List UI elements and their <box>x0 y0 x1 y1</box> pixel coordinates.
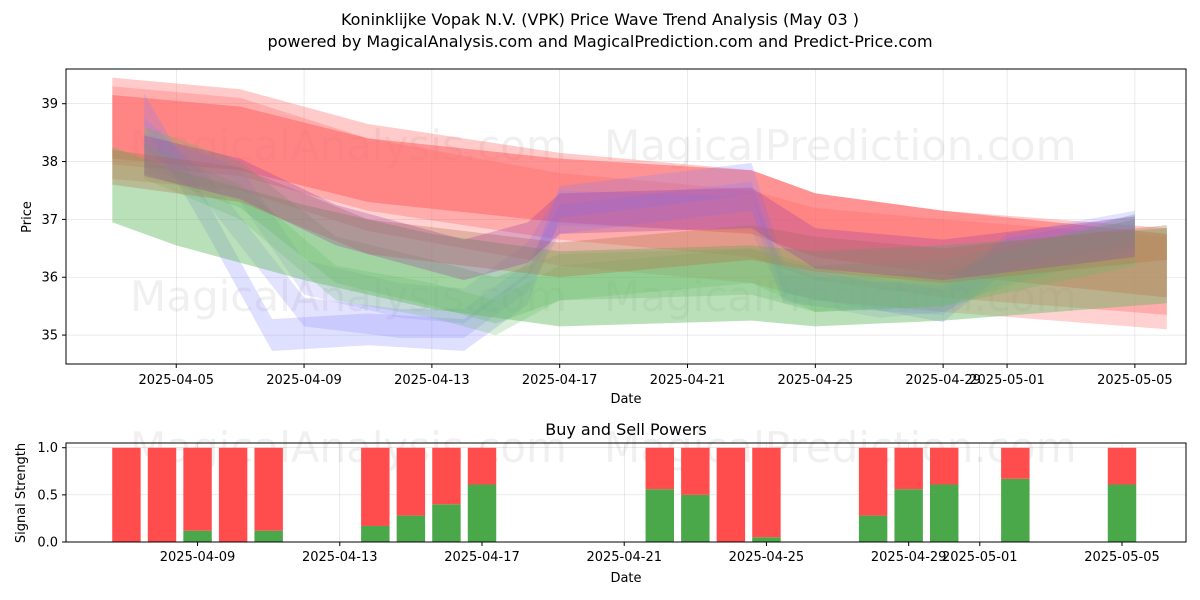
price-band-red <box>112 77 1167 315</box>
signal-y-tick-label: 0.5 <box>37 488 58 503</box>
price-y-ticks: 35 36 37 38 39 <box>41 97 66 344</box>
chart-title: Koninklijke Vopak N.V. (VPK) Price Wave … <box>340 10 860 29</box>
buy-sell-title: Buy and Sell Powers <box>545 420 707 439</box>
buy-bar <box>930 484 959 542</box>
price-wave-chart: MagicalAnalysis.com MagicalPrediction.com… <box>20 68 1187 407</box>
buy-bar <box>1107 484 1137 542</box>
buy-bar <box>645 489 674 542</box>
signal-x-ticks: 2025-04-09 2025-04-13 2025-04-17 2025-04-21… <box>160 542 1160 565</box>
sell-bar <box>930 447 959 485</box>
price-bands <box>112 77 1167 351</box>
buy-bar <box>1001 478 1030 542</box>
signal-x-tick-label: 2025-04-13 <box>302 550 378 565</box>
price-x-tick-label: 2025-05-05 <box>1097 373 1173 388</box>
sell-bar <box>894 447 923 490</box>
chart-subtitle: powered by MagicalAnalysis.com and Magic… <box>267 32 933 51</box>
price-grid <box>66 69 1186 364</box>
price-band-green <box>112 147 1167 327</box>
signal-y-axis-label: Signal Strength <box>14 443 29 543</box>
price-x-tick-label: 2025-04-29 <box>905 373 981 388</box>
sell-bar <box>396 447 426 516</box>
sell-bar <box>645 447 674 490</box>
sell-bar <box>858 447 888 516</box>
sell-bar <box>183 447 212 531</box>
signal-x-tick-label: 2025-04-21 <box>586 550 662 565</box>
sell-bar <box>716 447 746 542</box>
watermark-text: MagicalAnalysis.com <box>130 272 567 321</box>
price-x-tick-label: 2025-04-13 <box>394 373 470 388</box>
buy-bar <box>681 494 710 542</box>
signal-x-tick-label: 2025-04-25 <box>729 550 805 565</box>
sell-bar <box>147 447 177 542</box>
price-x-ticks: 2025-04-05 2025-04-09 2025-04-13 2025-04-17… <box>138 364 1173 388</box>
price-y-tick-label: 36 <box>41 271 58 286</box>
price-band-brown <box>112 149 1167 284</box>
sell-bar <box>1001 447 1030 479</box>
signal-bars <box>112 447 1137 542</box>
price-band-blue <box>144 118 1135 338</box>
sell-bar <box>467 447 497 485</box>
signal-y-tick-label: 0.0 <box>37 536 58 551</box>
sell-bar <box>361 447 390 526</box>
price-x-tick-label: 2025-05-01 <box>969 373 1045 388</box>
buy-bar <box>752 537 781 542</box>
signal-x-tick-label: 2025-04-09 <box>160 550 236 565</box>
signal-x-tick-label: 2025-05-05 <box>1084 550 1160 565</box>
price-band-purple <box>144 135 1135 281</box>
sell-bar <box>752 447 781 538</box>
watermark-text: MagicalPrediction.com <box>604 121 1077 170</box>
price-y-tick-label: 38 <box>41 155 58 170</box>
buy-bar <box>254 530 283 542</box>
watermark-text: MagicalPrediction.com <box>604 272 1077 321</box>
signal-y-ticks: 0.0 0.5 1.0 <box>37 441 66 551</box>
buy-bar <box>467 484 497 542</box>
price-y-tick-label: 39 <box>41 97 58 112</box>
sell-bar <box>432 447 461 505</box>
buy-bar <box>396 515 426 542</box>
price-plot-frame <box>65 68 1187 365</box>
price-band-green <box>144 144 1135 336</box>
signal-y-tick-label: 1.0 <box>37 441 58 456</box>
buy-bar <box>894 489 923 542</box>
buy-sell-chart: Buy and Sell Powers MagicalAnalysis.com M… <box>14 420 1187 586</box>
price-y-tick-label: 37 <box>41 213 58 228</box>
price-band-red <box>112 86 1167 330</box>
price-x-axis-label: Date <box>610 392 641 407</box>
signal-x-tick-label: 2025-05-01 <box>942 550 1018 565</box>
price-x-tick-label: 2025-04-05 <box>138 373 214 388</box>
price-x-tick-label: 2025-04-17 <box>522 373 598 388</box>
sell-bar <box>112 447 141 542</box>
sell-bar <box>254 447 283 531</box>
price-y-tick-label: 35 <box>41 329 58 344</box>
buy-bar <box>858 515 888 542</box>
buy-bar <box>432 504 461 542</box>
sell-bar <box>681 447 710 495</box>
buy-bar <box>183 530 212 542</box>
signal-x-axis-label: Date <box>610 571 641 586</box>
signal-plot-frame <box>65 442 1187 543</box>
sell-bar <box>218 447 248 542</box>
price-band-green <box>144 126 1135 324</box>
price-y-axis-label: Price <box>20 201 35 233</box>
signal-x-tick-label: 2025-04-17 <box>444 550 520 565</box>
price-x-tick-label: 2025-04-25 <box>778 373 854 388</box>
buy-bar <box>361 525 390 542</box>
price-band-blue <box>144 93 1135 351</box>
price-band-red <box>112 95 1167 298</box>
signal-x-tick-label: 2025-04-29 <box>871 550 947 565</box>
price-x-tick-label: 2025-04-09 <box>266 373 342 388</box>
sell-bar <box>1107 447 1137 485</box>
price-x-tick-label: 2025-04-21 <box>650 373 726 388</box>
